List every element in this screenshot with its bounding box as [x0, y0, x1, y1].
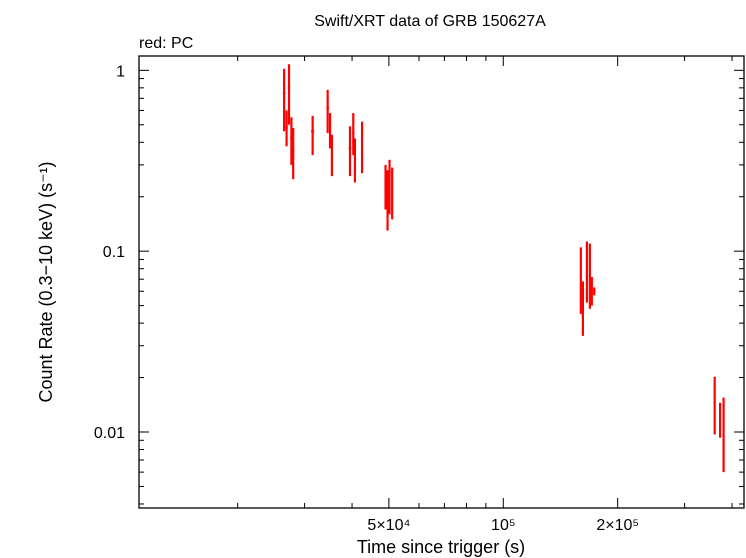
data-point — [285, 110, 288, 147]
data-point — [282, 68, 286, 132]
data-point — [292, 127, 295, 180]
data-point — [348, 126, 352, 177]
data-point — [360, 121, 364, 174]
data-point — [579, 247, 582, 314]
axis-ticks — [139, 56, 744, 508]
chart-subtitle: red: PC — [139, 35, 193, 52]
data-point — [713, 376, 716, 435]
data-point — [328, 113, 332, 149]
data-point — [330, 134, 333, 177]
data-point — [590, 276, 593, 306]
x-tick-label: 2×10⁵ — [596, 517, 639, 534]
data-point — [718, 402, 722, 438]
data-point — [353, 138, 357, 183]
data-point — [326, 89, 329, 134]
data-point — [287, 64, 291, 125]
data-point — [722, 397, 725, 473]
data-point — [593, 287, 596, 296]
plot-frame — [138, 55, 745, 509]
y-axis-label: Count Rate (0.3−10 keV) (s⁻¹) — [36, 161, 56, 402]
data-point — [585, 241, 589, 303]
data-points — [282, 64, 725, 473]
data-point — [588, 243, 591, 309]
y-tick-label: 1 — [116, 63, 125, 80]
x-tick-label: 5×10⁴ — [367, 517, 410, 534]
data-point — [352, 113, 355, 156]
x-axis-label: Time since trigger (s) — [357, 537, 525, 557]
data-point — [386, 170, 389, 231]
data-point — [388, 159, 391, 215]
y-tick-label: 0.01 — [94, 425, 125, 442]
data-point — [581, 281, 584, 336]
chart-title: Swift/XRT data of GRB 150627A — [314, 13, 546, 30]
axis-tick-labels: 5×10⁴ 10⁵ 2×10⁵ 1 0.1 0.01 — [94, 63, 639, 534]
x-tick-label: 10⁵ — [491, 517, 515, 534]
y-tick-label: 0.1 — [103, 244, 125, 261]
data-point — [311, 115, 315, 156]
data-point — [384, 164, 387, 210]
data-point — [391, 167, 394, 220]
